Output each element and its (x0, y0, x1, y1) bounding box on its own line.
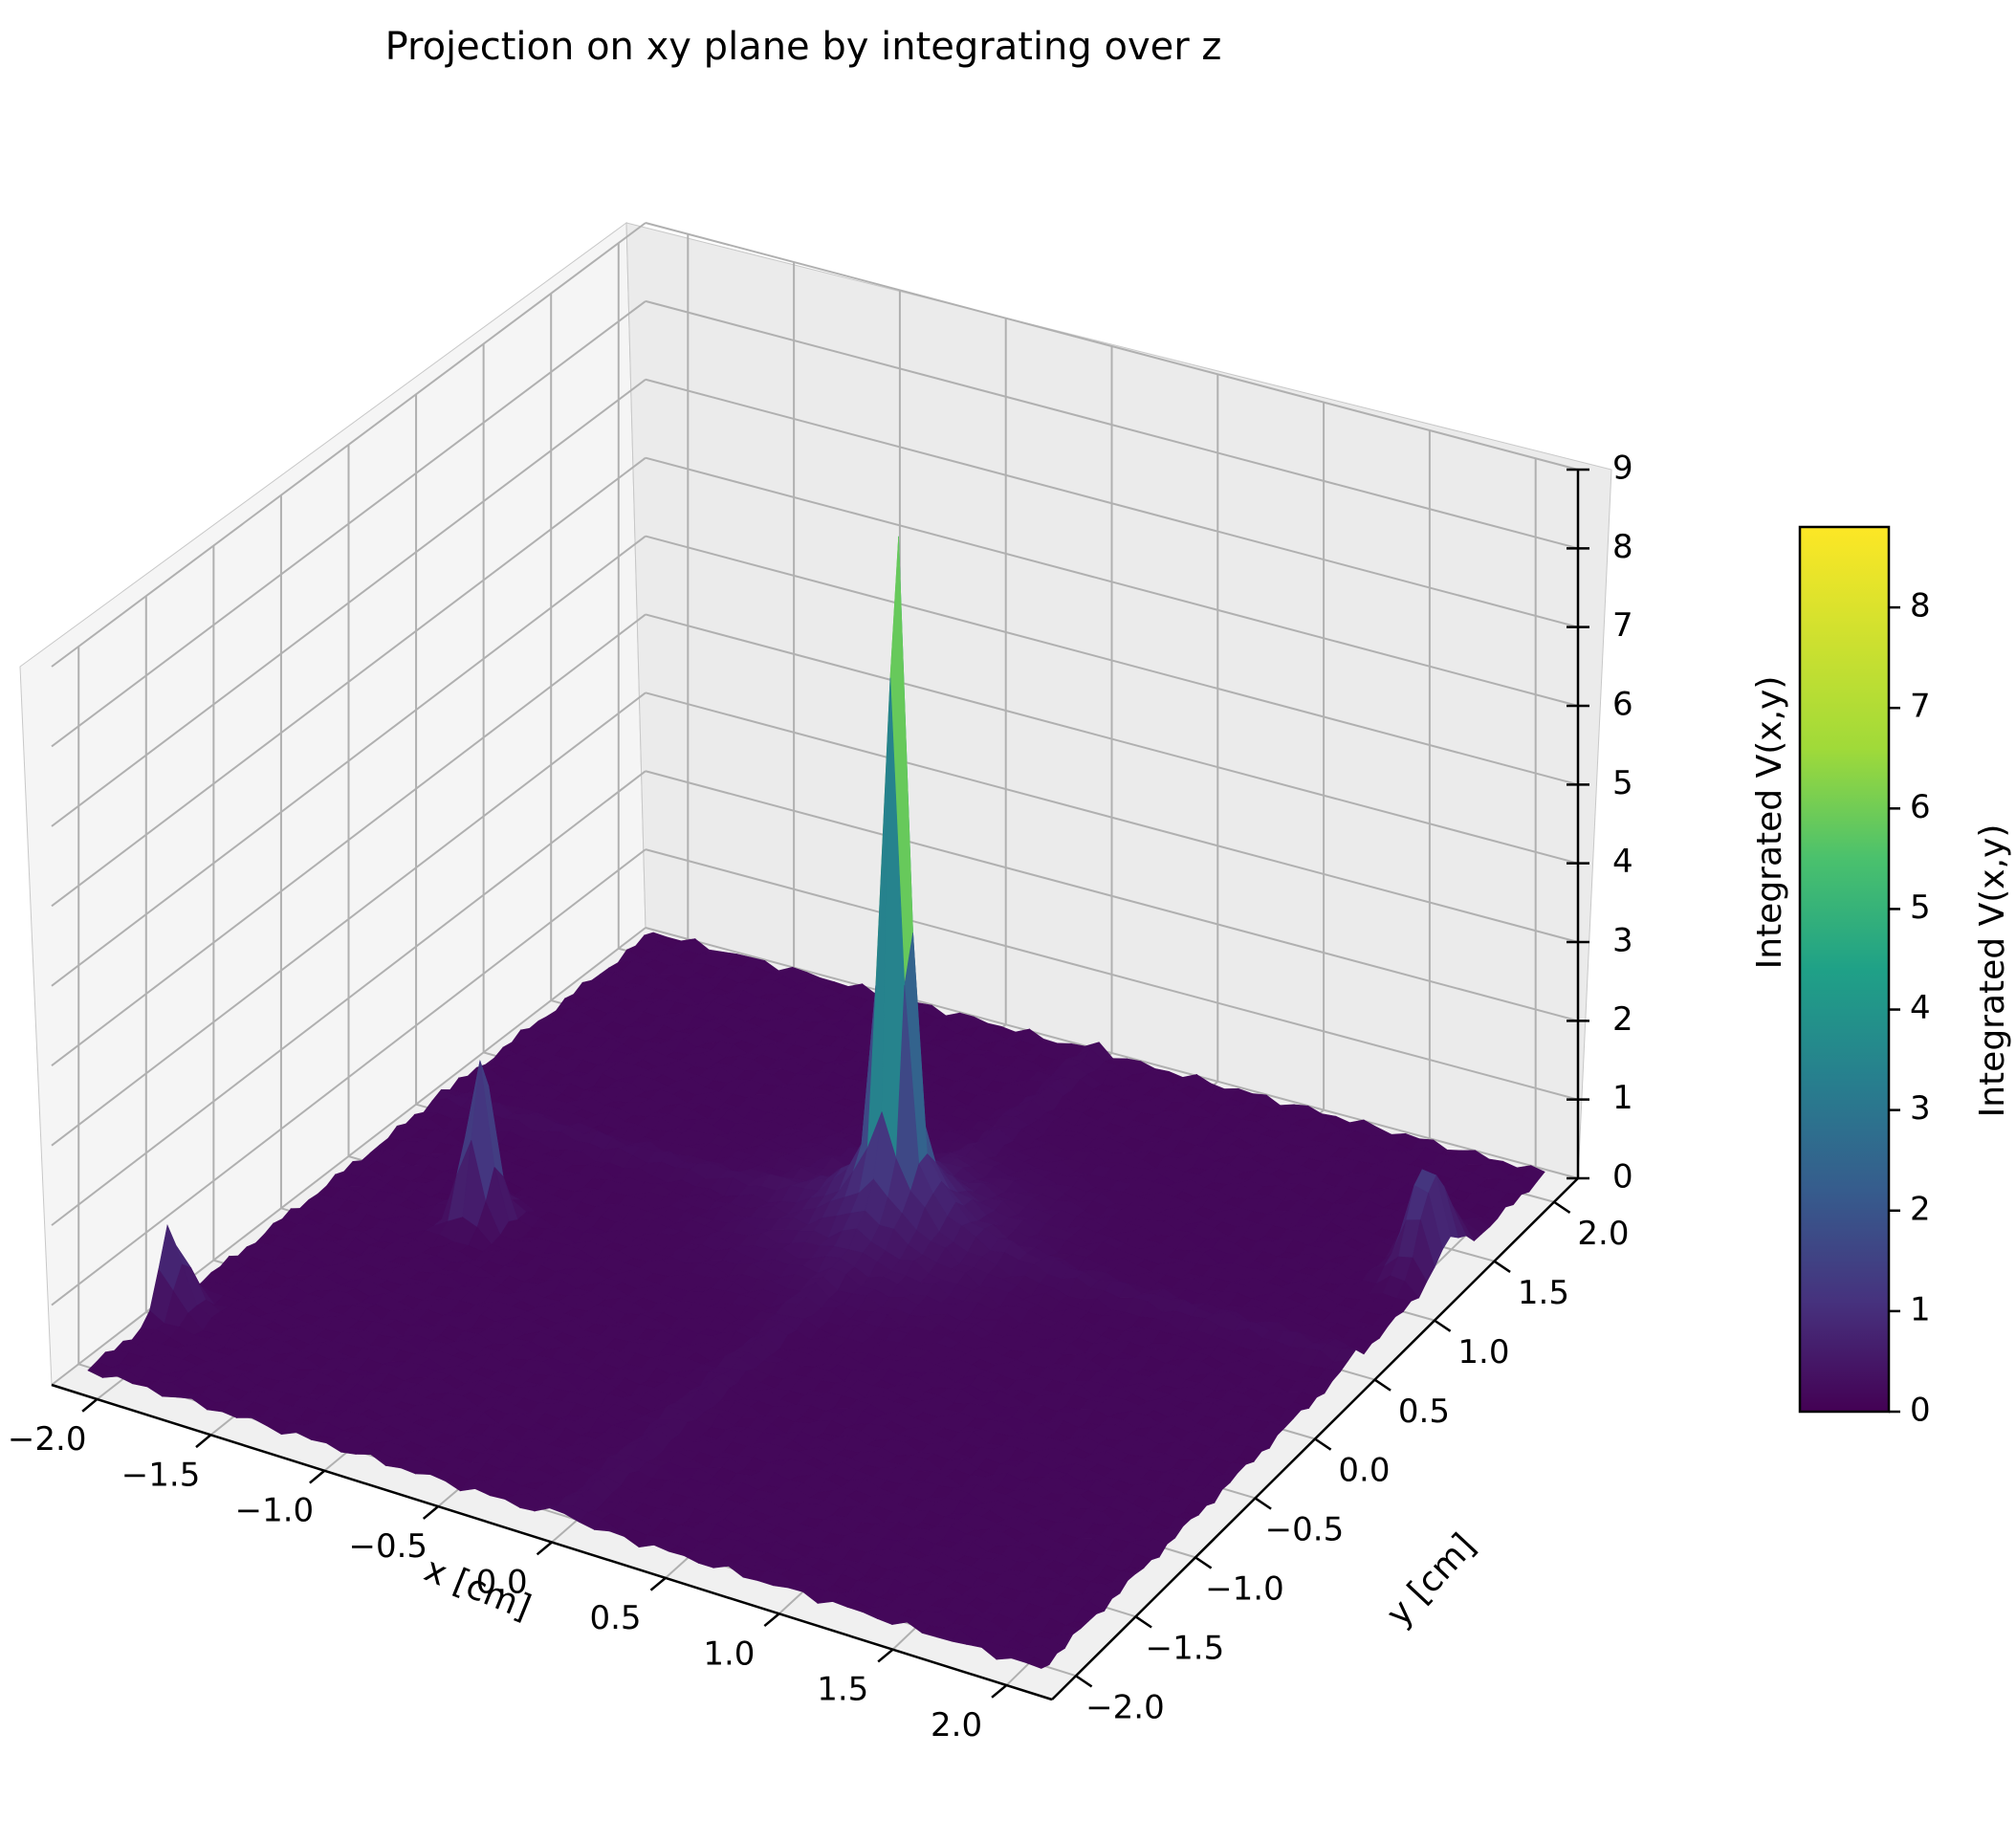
x-axis-tick-label: 2.0 (931, 1706, 982, 1744)
grid-z-left (51, 378, 646, 827)
x-axis-tick (649, 1576, 667, 1591)
x-axis-tick (81, 1397, 99, 1413)
colorbar-tick-label: 8 (1910, 587, 1931, 625)
y-axis-tick (1075, 1675, 1093, 1688)
axes: −2.0−1.5−1.0−0.50.00.51.01.52.0 −2.0−1.5−… (8, 450, 1633, 1745)
y-axis-tick-label: −1.5 (1146, 1630, 1225, 1668)
colorbar-tick-label: 3 (1910, 1089, 1931, 1128)
surface-plot (87, 536, 1545, 1669)
grid-z-back (645, 613, 1579, 865)
colorbar-tick-label: 6 (1910, 788, 1931, 826)
grid-z-back (645, 927, 1579, 1179)
chart-title: Projection on xy plane by integrating ov… (385, 25, 1222, 69)
colorbar-tick-label: 4 (1910, 989, 1931, 1027)
grid-z-back (645, 848, 1579, 1101)
z-axis-tick-label: 9 (1612, 450, 1633, 488)
y-axis-tick (1194, 1556, 1213, 1569)
y-axis-tick (1134, 1615, 1152, 1629)
y-axis-tick (1314, 1437, 1332, 1451)
x-axis-tick (991, 1684, 1008, 1699)
colorbar-tick-label: 5 (1910, 889, 1931, 927)
grid-z-back (645, 299, 1579, 550)
z-axis-tick-label: 4 (1612, 843, 1633, 881)
z-axis-tick-label: 1 (1612, 1079, 1633, 1117)
grid-z-back (645, 691, 1579, 943)
y-axis-tick (1373, 1378, 1391, 1392)
x-axis-tick-label: −1.0 (235, 1492, 315, 1530)
y-axis-tick (1493, 1260, 1511, 1273)
z-axis-tick-label: 8 (1612, 528, 1633, 566)
grid-z-back (645, 222, 1579, 471)
x-axis-tick (422, 1505, 439, 1520)
grid-z-left (51, 770, 646, 1226)
y-axis-tick-label: 2.0 (1577, 1215, 1629, 1253)
y-axis-tick-label: 1.5 (1518, 1274, 1569, 1312)
x-axis-tick-label: 0.5 (589, 1599, 641, 1637)
y-axis-tick (1254, 1497, 1272, 1510)
grid-z-left (51, 691, 646, 1147)
grid-z-back (645, 535, 1579, 786)
z-axis-tick-label: 3 (1612, 922, 1633, 960)
grid-z-left (51, 613, 646, 1067)
x-axis-label: x [cm] (419, 1550, 537, 1628)
colorbar-tick-label: 2 (1910, 1190, 1931, 1228)
z-axis-tick-label: 7 (1612, 606, 1633, 645)
y-axis-tick-label: 0.0 (1338, 1452, 1390, 1490)
x-axis-tick-label: −2.0 (8, 1420, 87, 1459)
colorbar-tick-label: 7 (1910, 688, 1931, 726)
colorbar-tick-label: 1 (1910, 1290, 1931, 1328)
colorbar-label: Integrated V(x,y) (1973, 824, 2012, 1118)
y-axis-tick-label: −0.5 (1265, 1511, 1345, 1549)
x-axis-tick (763, 1613, 780, 1628)
grid-z-left (51, 848, 646, 1306)
x-axis-tick-label: 0.0 (476, 1564, 528, 1602)
x-axis-tick-label: 1.5 (817, 1671, 868, 1709)
x-axis-tick (877, 1648, 894, 1663)
z-axis-tick-label: 0 (1612, 1158, 1633, 1196)
grid-z-left (51, 300, 646, 748)
y-axis-tick-label: −1.0 (1205, 1570, 1284, 1609)
x-axis-tick-label: −1.5 (121, 1456, 201, 1494)
colorbar-tick-label: 0 (1910, 1392, 1931, 1430)
grid-z-left (51, 535, 646, 987)
colorbar-gradient (1798, 525, 1891, 1414)
z-axis-label: Integrated V(x,y) (1750, 676, 1789, 970)
y-axis-tick-label: 1.0 (1457, 1333, 1509, 1371)
y-axis-tick-label: 0.5 (1398, 1393, 1450, 1431)
x-axis-tick (309, 1469, 326, 1484)
z-axis-tick-label: 6 (1612, 686, 1633, 724)
x-axis-tick (195, 1434, 212, 1449)
grid-z-back (645, 456, 1579, 707)
grid-z-left (51, 222, 646, 668)
x-axis-tick-label: 1.0 (703, 1635, 755, 1673)
colorbar-ticks: 0 1 2 3 4 5 6 7 8 (1889, 587, 1931, 1430)
z-axis-tick-label: 5 (1612, 764, 1633, 802)
colorbar: 0 1 2 3 4 5 6 7 8 Integrated V(x,y) (1798, 525, 2012, 1430)
grid-z-back (645, 770, 1579, 1022)
y-axis-tick (1434, 1319, 1452, 1332)
grid-z-left (51, 456, 646, 908)
y-axis-tick-label: −2.0 (1085, 1688, 1165, 1726)
y-axis-tick (1553, 1200, 1571, 1215)
x-axis-tick (536, 1541, 553, 1556)
grid-z-back (645, 378, 1579, 628)
y-axis-label: y [cm] (1379, 1526, 1483, 1635)
x-axis-tick-label: −0.5 (348, 1527, 427, 1566)
z-axis-tick-label: 2 (1612, 1000, 1633, 1039)
surface-facet (1025, 1657, 1050, 1669)
